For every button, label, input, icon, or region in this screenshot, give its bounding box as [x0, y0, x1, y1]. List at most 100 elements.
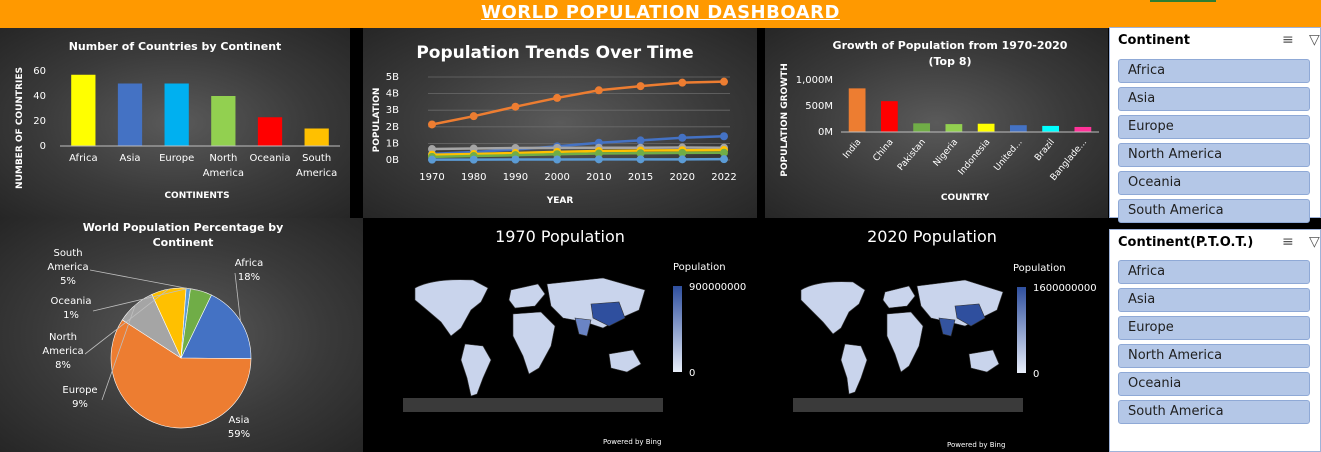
trends-series-point[interactable] — [636, 155, 645, 164]
map-2020-north-america — [800, 281, 866, 335]
continent-slicer-title: Continent — [1118, 33, 1190, 48]
pie-label-asia: 59% — [228, 429, 250, 440]
map-1970-africa — [512, 311, 556, 375]
countries-bar-asia[interactable] — [117, 83, 143, 147]
countries-bar-south-america[interactable] — [304, 128, 329, 147]
growth-category-label: Pakistan — [896, 138, 928, 173]
trends-y-tick-label: 3B — [386, 105, 399, 116]
trends-x-tick-label: 2000 — [544, 172, 569, 183]
trends-series-point[interactable] — [428, 145, 436, 154]
pie-label-south-america: 5% — [60, 276, 76, 287]
countries-bar-north-america[interactable] — [211, 96, 236, 146]
map-1970-legend-max: 900000000 — [689, 282, 746, 293]
map-2020-title: 2020 Population — [867, 227, 997, 246]
pie-slice-asia[interactable] — [110, 319, 252, 429]
trends-series-point[interactable] — [720, 155, 728, 164]
trends-series-point[interactable] — [678, 148, 687, 157]
growth-bar-banglade[interactable] — [1074, 126, 1092, 132]
continent-slicer-item-africa[interactable]: Africa — [1118, 59, 1310, 83]
ptot-slicer-item-africa[interactable]: Africa — [1118, 260, 1310, 284]
trends-chart-title: Population Trends Over Time — [416, 43, 693, 63]
clear-filter-icon[interactable]: ▽ — [1309, 234, 1320, 250]
growth-category-label: Brazil — [1033, 138, 1057, 164]
trends-series-point[interactable] — [511, 155, 520, 164]
growth-bar-brazil[interactable] — [1042, 125, 1060, 132]
trends-series-point[interactable] — [469, 155, 478, 164]
ptot-slicer-item-asia[interactable]: Asia — [1118, 288, 1310, 312]
continent-slicer-item-oceania[interactable]: Oceania — [1118, 171, 1310, 195]
map-2020-australia — [968, 349, 1000, 373]
map-2020-legend-min: 0 — [1033, 369, 1039, 380]
map-1970-china — [590, 301, 626, 327]
countries-y-tick-label: 60 — [33, 66, 46, 77]
trends-series-point[interactable] — [720, 132, 728, 141]
continent-slicer-item-south-america[interactable]: South America — [1118, 199, 1310, 223]
map-1970-legend-title: Population — [673, 262, 726, 273]
continent-ptot-slicer[interactable]: Continent(P.T.O.T.) ≡ ▽ Africa Asia Euro… — [1109, 229, 1321, 452]
map-1970-south-america — [460, 343, 492, 397]
continent-slicer-item-north-america[interactable]: North America — [1118, 143, 1310, 167]
map-2020-china — [954, 303, 986, 327]
growth-y-tick-label: 1,000M — [796, 75, 833, 86]
continent-slicer-item-asia[interactable]: Asia — [1118, 87, 1310, 111]
growth-bar-pakistan[interactable] — [913, 123, 931, 132]
growth-bar-india[interactable] — [848, 88, 866, 132]
countries-bar-europe[interactable] — [164, 83, 189, 147]
trends-series-point[interactable] — [636, 82, 645, 91]
trends-series-point[interactable] — [428, 120, 436, 129]
multi-select-icon[interactable]: ≡ — [1282, 234, 1294, 250]
pie-leader-line — [101, 304, 136, 401]
pie-label-north-america: America — [42, 346, 83, 357]
trends-series-point[interactable] — [720, 148, 728, 157]
map-1970-india — [574, 317, 592, 337]
countries-bar-oceania[interactable] — [257, 117, 283, 146]
multi-select-icon[interactable]: ≡ — [1282, 32, 1294, 48]
growth-chart-subtitle: (Top 8) — [928, 55, 971, 68]
dashboard-title: WORLD POPULATION DASHBOARD — [481, 2, 840, 23]
trends-x-tick-label: 1970 — [419, 172, 444, 183]
trends-series-point[interactable] — [511, 102, 520, 111]
banner-accent — [1150, 0, 1216, 2]
map-2020-legend-max: 1600000000 — [1033, 283, 1097, 294]
pie-label-europe: 9% — [72, 399, 88, 410]
trends-series-point[interactable] — [428, 155, 436, 164]
growth-category-label: India — [842, 138, 864, 161]
countries-bar-africa[interactable] — [71, 74, 96, 146]
continent-ptot-slicer-header: Continent(P.T.O.T.) ≡ ▽ — [1110, 230, 1320, 258]
trends-series-point[interactable] — [678, 155, 687, 164]
trends-series-point[interactable] — [636, 136, 645, 145]
map-2020[interactable]: 2020 Population Population 1600000000 0 … — [757, 218, 1108, 452]
growth-bar-united[interactable] — [1009, 125, 1027, 132]
trends-series-point[interactable] — [636, 149, 645, 158]
population-percentage-pie-chart: World Population Percentage by Continent… — [42, 221, 283, 440]
trends-series-point[interactable] — [594, 155, 603, 164]
trends-chart-panel: Population Trends Over Time POPULATION Y… — [363, 28, 757, 218]
trends-series-point[interactable] — [469, 144, 478, 153]
ptot-slicer-item-south-america[interactable]: South America — [1118, 400, 1310, 424]
growth-bar-indonesia[interactable] — [977, 123, 995, 132]
map-1970-europe — [508, 283, 546, 309]
trends-series-point[interactable] — [594, 86, 603, 95]
trends-series-point[interactable] — [594, 149, 603, 158]
countries-x-axis-title: CONTINENTS — [164, 191, 229, 201]
growth-y-tick-label: 500M — [805, 101, 833, 112]
ptot-slicer-item-europe[interactable]: Europe — [1118, 316, 1310, 340]
growth-chart-panel: Growth of Population from 1970-2020 (Top… — [765, 28, 1108, 218]
trends-series-point[interactable] — [678, 78, 687, 87]
pie-label-south-america: America — [47, 262, 88, 273]
continent-slicer-item-europe[interactable]: Europe — [1118, 115, 1310, 139]
continent-slicer[interactable]: Continent ≡ ▽ Africa Asia Europe North A… — [1109, 27, 1321, 223]
trends-series-point[interactable] — [553, 93, 562, 102]
trends-x-tick-label: 2015 — [628, 172, 653, 183]
trends-series-point[interactable] — [553, 155, 562, 164]
countries-category-label: Asia — [120, 153, 141, 164]
ptot-slicer-item-oceania[interactable]: Oceania — [1118, 372, 1310, 396]
clear-filter-icon[interactable]: ▽ — [1309, 32, 1320, 48]
map-1970[interactable]: 1970 Population Population 900000000 0 P… — [363, 218, 757, 452]
trends-series-point[interactable] — [469, 112, 478, 121]
trends-series-point[interactable] — [720, 77, 728, 86]
growth-bar-china[interactable] — [880, 101, 898, 132]
trends-series-point[interactable] — [678, 133, 687, 142]
ptot-slicer-item-north-america[interactable]: North America — [1118, 344, 1310, 368]
growth-bar-nigeria[interactable] — [945, 124, 963, 132]
